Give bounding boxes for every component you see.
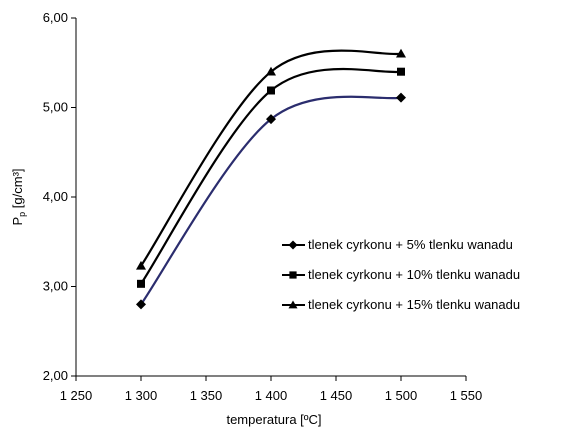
- y-tick-label: 3,00: [43, 279, 68, 294]
- x-tick-label: 1 450: [320, 388, 353, 403]
- legend-marker-square: [289, 271, 297, 279]
- series: [136, 48, 406, 310]
- series-line: [140, 67, 402, 285]
- series-3: [136, 48, 406, 270]
- legend-marker-triangle: [288, 300, 298, 309]
- legend-label: tlenek cyrkonu + 15% tlenku wanadu: [308, 297, 520, 312]
- y-tick-label: 4,00: [43, 189, 68, 204]
- data-point-diamond: [396, 92, 406, 103]
- data-point-square: [137, 279, 145, 288]
- series-2: [137, 67, 405, 288]
- x-tick-label: 1 300: [125, 388, 158, 403]
- y-axis-title-subscript: p: [17, 212, 27, 217]
- y-axis-title-main: P: [10, 217, 25, 226]
- y-axis-title-unit: [g/cm³]: [10, 168, 25, 211]
- data-point-square: [267, 86, 275, 95]
- x-tick-label: 1 250: [60, 388, 93, 403]
- x-tick-label: 1 500: [385, 388, 418, 403]
- data-point-triangle: [136, 260, 146, 270]
- ticks: 2,00 3,00 4,00 5,00 6,00 1 250 1 300 1 350 1 400…: [43, 10, 483, 403]
- series-line: [140, 49, 402, 267]
- x-tick-label: 1 550: [450, 388, 483, 403]
- y-tick-label: 6,00: [43, 10, 68, 25]
- data-point-triangle: [396, 48, 406, 58]
- x-tick-label: 1 400: [255, 388, 288, 403]
- legend-label: tlenek cyrkonu + 5% tlenku wanadu: [308, 237, 513, 252]
- y-tick-label: 5,00: [43, 100, 68, 115]
- legend-item-1: tlenek cyrkonu + 5% tlenku wanadu: [282, 237, 513, 252]
- series-line: [140, 95, 402, 306]
- legend-item-2: tlenek cyrkonu + 10% tlenku wanadu: [282, 267, 520, 282]
- legend-item-3: tlenek cyrkonu + 15% tlenku wanadu: [282, 297, 520, 312]
- legend-label: tlenek cyrkonu + 10% tlenku wanadu: [308, 267, 520, 282]
- data-point-triangle: [266, 66, 276, 76]
- data-point-diamond: [136, 299, 146, 310]
- legend: tlenek cyrkonu + 5% tlenku wanadu tlenek …: [282, 237, 520, 312]
- data-point-diamond: [266, 114, 276, 125]
- legend-marker-diamond: [288, 240, 298, 250]
- y-tick-label: 2,00: [43, 368, 68, 383]
- x-axis-title: temperatura [ºC]: [226, 412, 321, 427]
- y-axis-title: Pp [g/cm³]: [10, 168, 27, 225]
- data-point-square: [397, 67, 405, 76]
- series-1: [136, 92, 406, 310]
- x-tick-label: 1 350: [190, 388, 223, 403]
